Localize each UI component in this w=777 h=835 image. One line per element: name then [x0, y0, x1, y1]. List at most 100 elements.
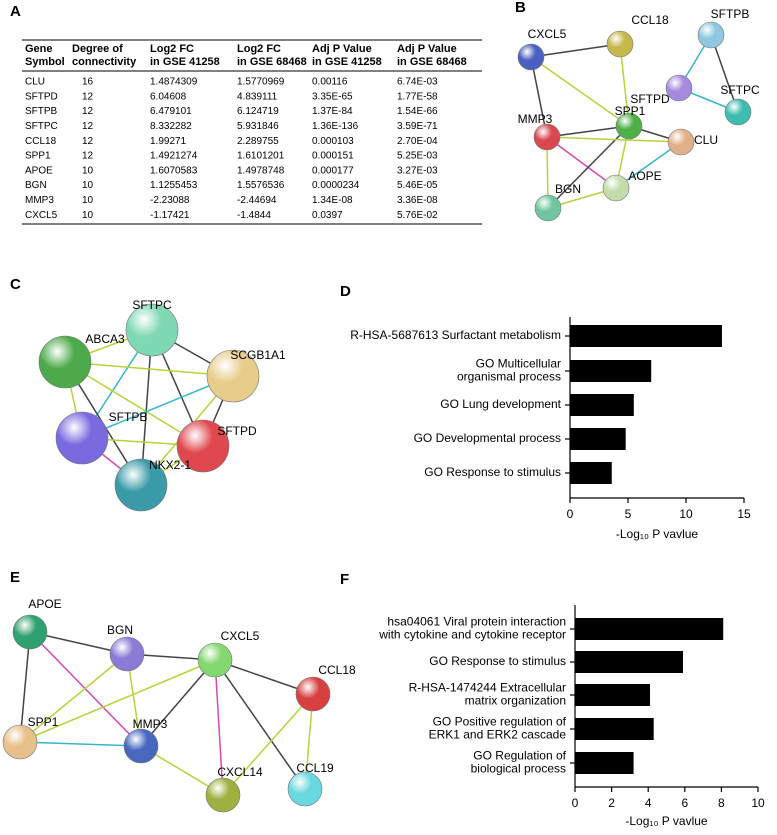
x-tick-label: 6 [681, 796, 688, 810]
bar [570, 428, 626, 450]
node-label: CCL18 [318, 663, 356, 677]
category-label: GO Multicellular organismal process [457, 357, 561, 384]
table-cell: 5.76E-02 [397, 210, 438, 221]
table-cell: -2.23088 [150, 195, 190, 206]
table-cell: 1.6070583 [150, 165, 198, 176]
x-tick-label: 0 [567, 507, 574, 521]
x-axis-title: -Log₁₀ P vavlue [625, 814, 708, 828]
table-cell: 8.332282 [150, 121, 192, 132]
network-edge [530, 43, 621, 58]
category-label: R-HSA-5687613 Surfactant metabolism [350, 328, 561, 342]
network-edge [19, 741, 142, 747]
category-label: GO Developmental process [414, 431, 561, 445]
network-node [295, 676, 331, 712]
table-header: Adj P Value in GSE 41258 [312, 43, 382, 68]
table-cell: 12 [82, 136, 94, 147]
table-cell: 0.0000234 [312, 180, 360, 191]
bar [575, 651, 683, 673]
panel-label: C [10, 276, 21, 293]
network-node [533, 123, 561, 151]
node-label: MMP3 [133, 717, 168, 731]
network-node [109, 636, 145, 672]
network-edge [19, 659, 216, 743]
node-label: AOPE [628, 169, 661, 183]
bar [575, 684, 651, 706]
network-edge [64, 361, 204, 447]
x-tick-label: 8 [718, 796, 725, 810]
node-label: SCGB1A1 [230, 348, 286, 362]
table-cell: 5.931846 [237, 121, 279, 132]
network-node [697, 21, 725, 49]
table-cell: 0.000177 [312, 165, 354, 176]
table-cell: SPP1 [25, 151, 51, 162]
network-edge [546, 136, 682, 143]
table-cell: 0.0397 [312, 210, 343, 221]
network-edge [19, 631, 31, 743]
network-edge [64, 361, 234, 377]
table-cell: 3.59E-71 [397, 121, 438, 132]
node-label: ABCA3 [85, 332, 125, 346]
table-cell: 1.5770969 [237, 77, 285, 88]
node-label: CCL19 [296, 761, 334, 775]
table-cell: 4.839111 [237, 91, 278, 102]
table-cell: 1.37E-84 [312, 106, 353, 117]
network-edge [530, 56, 548, 138]
network-node [724, 98, 752, 126]
table-cell: 2.70E-04 [397, 136, 438, 147]
network-edge [214, 659, 224, 796]
node-label: BGN [107, 623, 133, 637]
table-cell: MMP3 [25, 195, 54, 206]
node-label: SFTPD [630, 92, 670, 106]
table-header: Degree of connectivity [72, 43, 137, 68]
table-cell: 6.124719 [237, 106, 279, 117]
node-label: SFTPB [109, 410, 148, 424]
table-cell: 0.00116 [312, 77, 348, 88]
bar [575, 752, 634, 774]
table-cell: 12 [82, 91, 94, 102]
table-header: Log2 FC in GSE 68468 [237, 43, 307, 68]
network-node [534, 194, 562, 222]
table-cell: -1.4844 [237, 210, 271, 221]
network-edge [19, 653, 128, 743]
table-cell: SFTPB [25, 106, 58, 117]
table-cell: 5.25E-03 [397, 151, 438, 162]
table-cell: 6.74E-03 [397, 77, 438, 88]
network-node [602, 174, 630, 202]
node-label: SFTPC [720, 83, 760, 97]
table-cell: 0.000151 [312, 151, 354, 162]
node-label: SFTPB [711, 7, 750, 21]
network-node [55, 411, 109, 465]
x-tick-label: 0 [572, 796, 579, 810]
node-label: CLU [694, 133, 718, 147]
network-node [197, 642, 233, 678]
network-node [125, 303, 179, 357]
table-cell: 10 [82, 180, 94, 191]
x-tick-label: 10 [751, 796, 765, 810]
network-node [615, 112, 643, 140]
node-label: SPP1 [28, 715, 59, 729]
table-cell: 0.000103 [312, 136, 354, 147]
table-cell: SFTPC [25, 121, 58, 132]
network-node [206, 349, 260, 403]
network-edge [546, 136, 617, 189]
table-cell: 1.54E-66 [397, 106, 438, 117]
network-node [12, 614, 48, 650]
bar [575, 718, 654, 740]
network-node [665, 74, 693, 102]
table-cell: 10 [82, 195, 94, 206]
network-edge [619, 43, 630, 127]
table-cell: 1.5576536 [237, 180, 285, 191]
table-cell: CCL18 [25, 136, 57, 147]
table-cell: 1.4921274 [150, 151, 198, 162]
category-label: GO Response to stimulus [424, 465, 561, 479]
table-header: Log2 FC in GSE 41258 [150, 43, 220, 68]
table-cell: 1.4874309 [150, 77, 198, 88]
table-cell: CXCL5 [25, 210, 58, 221]
bar [570, 325, 722, 347]
network-node [2, 724, 38, 760]
category-label: GO Regulation of biological process [471, 749, 567, 776]
table-cell: 12 [82, 121, 94, 132]
node-label: CXCL5 [221, 629, 260, 643]
table-cell: 3.35E-65 [312, 91, 353, 102]
